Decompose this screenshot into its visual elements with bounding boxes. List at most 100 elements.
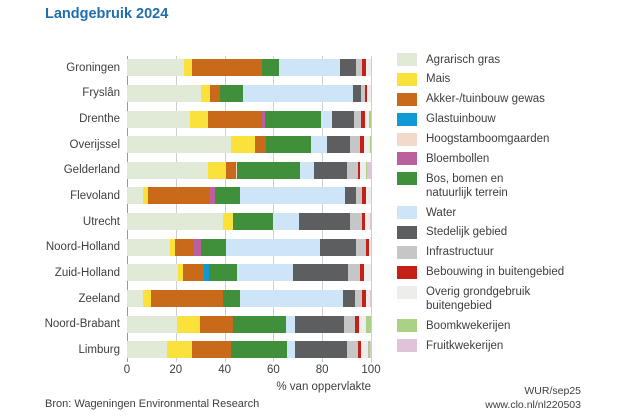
bar-segment-infrastructuur (355, 290, 363, 308)
source-text: Bron: Wageningen Environmental Research (45, 398, 260, 410)
legend-label: Boomkwekerijen (426, 319, 511, 332)
bar-segment-overig-grondgebruik-buitengebied (359, 161, 367, 179)
legend-label: Fruitkwekerijen (426, 339, 504, 352)
legend-item-boomkwekerijen: Boomkwekerijen (397, 319, 623, 333)
bar-segment-fruitkwekerijen (369, 341, 371, 359)
bar-segment-overig-grondgebruik-buitengebied (366, 290, 370, 308)
legend-color-swatch (397, 265, 417, 279)
stacked-bar-frysl-n (127, 84, 371, 102)
bar-segment-mais (142, 187, 148, 205)
legend-item-bebouwing-in-buitengebied: Bebouwing in buitengebied (397, 265, 623, 280)
stacked-bar-zuid-holland (127, 264, 371, 282)
bar-segment-fruitkwekerijen (367, 161, 371, 179)
bar-segment-mais (178, 264, 184, 282)
bar-segment-hoogstamboomgaarden (235, 161, 237, 179)
bar-row-zuid-holland: Zuid-Holland (0, 260, 380, 286)
bar-segment-infrastructuur (346, 161, 358, 179)
bar-segment-water (311, 136, 328, 154)
category-label: Zeeland (78, 292, 120, 305)
bar-segment-bos-bomen-en-natuurlijk-terrein (230, 341, 287, 359)
bar-segment-agrarisch-gras (127, 290, 143, 308)
bar-segment-stedelijk-gebied (327, 136, 351, 154)
legend-item-glastuinbouw: Glastuinbouw (397, 112, 623, 127)
legend-item-stedelijk-gebied: Stedelijk gebied (397, 225, 623, 240)
bar-segment-overig-grondgebruik-buitengebied (364, 213, 370, 231)
legend-item-bloembollen: Bloembollen (397, 152, 623, 166)
bar-segment-infrastructuur (350, 213, 363, 231)
bar-segment-stedelijk-gebied (295, 341, 347, 359)
bar-segment-infrastructuur (347, 264, 360, 282)
stacked-bar-gelderland (127, 161, 371, 179)
bar-segment-akker-tuinbouw-gewas (191, 341, 231, 359)
legend-item-overig-grondgebruik-buitengebied: Overig grondgebruik buitengebied (397, 285, 623, 314)
stacked-bar-zeeland (127, 290, 373, 308)
bar-segment-water (285, 315, 296, 333)
legend-color-swatch (397, 152, 417, 166)
bar-segment-bebouwing-in-buitengebied (357, 161, 360, 179)
bar-segment-agrarisch-gras (127, 264, 179, 282)
legend-color-swatch (397, 245, 417, 259)
bar-segment-agrarisch-gras (127, 84, 202, 102)
plot-gridlines (127, 56, 372, 362)
legend-color-swatch (397, 172, 417, 186)
bar-segment-agrarisch-gras (127, 315, 178, 333)
bar-segment-boomkwekerijen (366, 315, 371, 333)
bar-segment-mais (169, 238, 175, 256)
bar-segment-stedelijk-gebied (352, 84, 362, 102)
category-label: Drenthe (79, 113, 120, 126)
legend-item-fruitkwekerijen: Fruitkwekerijen (397, 339, 623, 353)
bar-segment-bos-bomen-en-natuurlijk-terrein (266, 136, 312, 154)
bar-segment-overig-grondgebruik-buitengebied (367, 84, 371, 102)
bar-segment-mais (190, 110, 208, 128)
bar-segment-bebouwing-in-buitengebied (362, 187, 367, 205)
legend: Agrarisch gras Mais Akker-/tuinbouw gewas G… (397, 53, 623, 359)
legend-label: Bloembollen (426, 152, 490, 165)
legend-label: Mais (426, 73, 451, 86)
bar-segment-bos-bomen-en-natuurlijk-terrein (214, 187, 241, 205)
bar-segment-bos-bomen-en-natuurlijk-terrein (236, 161, 301, 179)
gridline-80 (322, 56, 324, 362)
bar-segment-water (320, 110, 332, 128)
legend-label: Water (426, 206, 457, 219)
bar-segment-agrarisch-gras (127, 213, 224, 231)
bar-segment-bos-bomen-en-natuurlijk-terrein (219, 84, 243, 102)
credit-text: WUR/sep25 (524, 385, 581, 397)
bar-segment-bloembollen (209, 187, 215, 205)
legend-label: Akker-/tuinbouw gewas (426, 93, 545, 106)
bar-segment-overig-grondgebruik-buitengebied (361, 341, 369, 359)
category-label: Fryslân (82, 87, 120, 100)
bar-segment-overig-grondgebruik-buitengebied (363, 264, 371, 282)
bar-segment-overig-grondgebruik-buitengebied (366, 59, 371, 77)
legend-label: Bebouwing in buitengebied (426, 266, 565, 279)
bar-segment-bebouwing-in-buitengebied (359, 264, 364, 282)
bar-row-noord-brabant: Noord-Brabant (0, 311, 380, 337)
legend-item-hoogstamboomgaarden: Hoogstamboomgaarden (397, 132, 623, 147)
bar-segment-bloembollen (262, 110, 265, 128)
bar-segment-bebouwing-in-buitengebied (355, 315, 359, 333)
legend-label: Bos, bomen en natuurlijk terrein (426, 172, 508, 199)
bar-segment-infrastructuur (350, 136, 360, 154)
bar-segment-stedelijk-gebied (342, 290, 356, 308)
bar-row-frysl-n: Fryslân (0, 81, 380, 107)
clo-url-link[interactable]: www.clo.nl/nl220503 (485, 399, 581, 411)
gridline-20 (175, 56, 177, 362)
bar-row-limburg: Limburg (0, 337, 380, 363)
bar-segment-mais (177, 315, 201, 333)
bar-segment-water (279, 59, 341, 77)
bar-row-flevoland: Flevoland (0, 183, 380, 209)
bar-segment-water (300, 161, 314, 179)
category-label: Overijssel (69, 138, 120, 151)
bar-segment-fruitkwekerijen (369, 290, 373, 308)
bar-segment-agrarisch-gras (127, 161, 208, 179)
bar-segment-akker-tuinbouw-gewas (207, 110, 263, 128)
legend-label: Stedelijk gebied (426, 226, 508, 239)
bar-segment-bebouwing-in-buitengebied (361, 110, 365, 128)
legend-label: Hoogstamboomgaarden (426, 133, 550, 146)
bar-segment-water (242, 84, 353, 102)
x-axis-tick-label: 60 (266, 364, 280, 376)
legend-color-swatch (397, 339, 417, 353)
bar-segment-agrarisch-gras (127, 59, 185, 77)
bar-segment-mais (207, 161, 226, 179)
bar-segment-bos-bomen-en-natuurlijk-terrein (233, 315, 286, 333)
